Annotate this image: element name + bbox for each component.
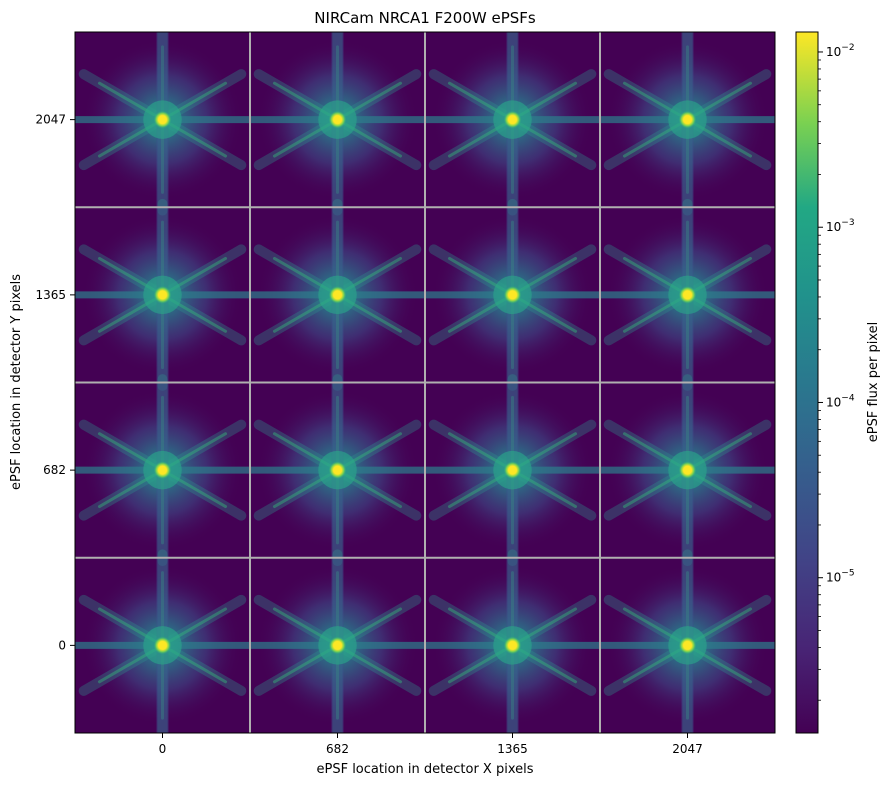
x-axis: 0 682 1365 2047 [159, 733, 703, 756]
epsf-tile [75, 198, 250, 391]
psf-core [678, 636, 697, 655]
epsf-tile [75, 32, 250, 216]
y-tick-label: 2047 [35, 113, 66, 127]
epsf-tile [75, 374, 250, 567]
colorbar-ticks: 10−2 10−3 10−4 10−5 [818, 43, 855, 701]
x-tick-label: 682 [326, 742, 349, 756]
psf-core [328, 636, 347, 655]
epsf-tile [425, 32, 600, 216]
psf-core [503, 461, 522, 480]
y-axis-label: ePSF location in detector Y pixels [9, 274, 24, 490]
colorbar-tick-label: 10−4 [826, 393, 855, 409]
psf-core [153, 110, 172, 129]
y-tick-label: 0 [58, 638, 66, 652]
psf-core [503, 636, 522, 655]
psf-core [153, 636, 172, 655]
epsf-tile [425, 549, 600, 733]
x-axis-label: ePSF location in detector X pixels [317, 762, 534, 777]
psf-core [678, 285, 697, 304]
epsf-tile [600, 32, 775, 216]
epsf-tile [250, 549, 425, 733]
psf-core [153, 285, 172, 304]
psf-core [678, 110, 697, 129]
colorbar-tick-label: 10−5 [826, 569, 855, 585]
tile-dividers [75, 32, 775, 733]
epsf-tiles [75, 32, 775, 733]
epsf-tile [250, 198, 425, 391]
plot-frame [74, 31, 776, 734]
x-tick-label: 2047 [672, 742, 703, 756]
chart-title: NIRCam NRCA1 F200W ePSFs [314, 9, 536, 27]
y-tick-label: 1365 [35, 288, 66, 302]
psf-core [328, 285, 347, 304]
x-tick-label: 1365 [497, 742, 528, 756]
psf-core [678, 461, 697, 480]
epsf-tile [425, 198, 600, 391]
x-tick-label: 0 [159, 742, 167, 756]
colorbar-tick-label: 10−3 [826, 218, 855, 234]
y-axis: 2047 1365 682 0 [35, 113, 75, 652]
psf-core [503, 285, 522, 304]
psf-core [153, 461, 172, 480]
colorbar-label: ePSF flux per pixel [866, 322, 881, 442]
epsf-tile [425, 374, 600, 567]
epsf-tile [600, 374, 775, 567]
y-tick-label: 682 [43, 463, 66, 477]
epsf-tile [600, 549, 775, 733]
psf-core [328, 110, 347, 129]
psf-core [328, 461, 347, 480]
colorbar [795, 31, 819, 734]
epsf-tile [250, 374, 425, 567]
epsf-tile [250, 32, 425, 216]
epsf-tile [600, 198, 775, 391]
epsf-tile [75, 549, 250, 733]
psf-core [503, 110, 522, 129]
colorbar-tick-label: 10−2 [826, 43, 855, 59]
